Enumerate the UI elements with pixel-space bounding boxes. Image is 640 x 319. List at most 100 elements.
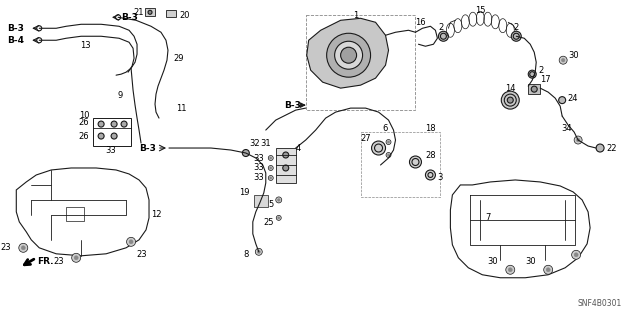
Text: 31: 31 (260, 138, 271, 147)
Circle shape (387, 154, 390, 156)
Text: 1: 1 (353, 11, 358, 20)
Circle shape (111, 121, 117, 127)
Text: 29: 29 (173, 54, 184, 63)
Circle shape (577, 138, 580, 142)
Text: 33: 33 (253, 163, 264, 173)
Text: 6: 6 (383, 123, 388, 133)
Circle shape (269, 167, 272, 169)
Circle shape (268, 166, 273, 170)
Circle shape (276, 197, 282, 203)
Text: B-4: B-4 (7, 36, 24, 45)
Circle shape (257, 250, 260, 253)
Text: 19: 19 (239, 189, 250, 197)
Bar (528, 84, 540, 94)
Text: 7: 7 (485, 213, 490, 222)
Text: 12: 12 (151, 211, 161, 219)
Circle shape (501, 91, 519, 109)
Circle shape (544, 265, 553, 274)
Circle shape (528, 70, 536, 78)
Text: 25: 25 (263, 219, 274, 227)
Text: 32: 32 (249, 138, 259, 147)
Text: SNF4B0301: SNF4B0301 (578, 299, 622, 308)
Circle shape (531, 86, 537, 92)
Bar (254, 195, 268, 207)
Circle shape (283, 152, 289, 158)
Circle shape (386, 152, 391, 158)
Text: 16: 16 (415, 18, 426, 27)
Circle shape (508, 97, 513, 103)
Text: 10: 10 (79, 111, 89, 120)
Circle shape (561, 58, 565, 62)
Text: 23: 23 (1, 243, 12, 252)
Circle shape (98, 133, 104, 139)
Text: 24: 24 (567, 94, 578, 103)
Text: 30: 30 (488, 257, 499, 266)
Text: 20: 20 (179, 11, 189, 20)
Bar (66, 207, 84, 221)
Text: B-3: B-3 (139, 144, 156, 152)
Text: 26: 26 (79, 118, 89, 127)
Text: 33: 33 (253, 174, 264, 182)
Text: B-3: B-3 (121, 13, 138, 22)
Circle shape (559, 97, 566, 104)
Bar (93, 118, 131, 146)
Circle shape (72, 253, 81, 262)
Text: 33: 33 (253, 153, 264, 162)
Circle shape (335, 41, 363, 69)
Text: 30: 30 (525, 257, 536, 266)
Circle shape (19, 243, 28, 252)
Circle shape (546, 268, 550, 272)
Text: 27: 27 (360, 134, 371, 143)
Text: 28: 28 (426, 151, 436, 160)
Text: 34: 34 (561, 123, 572, 133)
Circle shape (148, 10, 152, 14)
Circle shape (340, 47, 356, 63)
Text: 23: 23 (136, 250, 147, 259)
Text: 30: 30 (568, 51, 579, 60)
Circle shape (278, 217, 280, 219)
Text: 2: 2 (538, 66, 543, 75)
Circle shape (572, 250, 580, 259)
Circle shape (386, 139, 391, 145)
Text: 26: 26 (79, 131, 89, 141)
Circle shape (255, 248, 262, 255)
Circle shape (243, 150, 250, 157)
Text: 17: 17 (540, 75, 551, 84)
Circle shape (276, 215, 281, 220)
Circle shape (269, 157, 272, 159)
Circle shape (511, 31, 521, 41)
Text: 9: 9 (118, 91, 123, 100)
Circle shape (326, 33, 371, 77)
Circle shape (508, 268, 512, 272)
Text: 33: 33 (106, 145, 116, 154)
Circle shape (98, 121, 104, 127)
Text: 4: 4 (296, 144, 301, 152)
Circle shape (268, 175, 273, 181)
Text: 23: 23 (54, 257, 64, 266)
Circle shape (438, 31, 449, 41)
Circle shape (269, 177, 272, 179)
Text: 14: 14 (505, 84, 515, 93)
Text: 2: 2 (514, 23, 519, 32)
Circle shape (268, 155, 273, 160)
Circle shape (372, 141, 385, 155)
Text: 3: 3 (437, 174, 443, 182)
Text: 22: 22 (606, 144, 616, 152)
Text: 8: 8 (243, 250, 249, 259)
Text: 2: 2 (439, 23, 444, 32)
Circle shape (111, 133, 117, 139)
Text: B-3: B-3 (284, 100, 301, 110)
Circle shape (121, 121, 127, 127)
Circle shape (127, 237, 136, 246)
Text: 21: 21 (134, 8, 144, 17)
Text: 13: 13 (81, 41, 91, 50)
Bar (306, 15, 415, 110)
Circle shape (574, 253, 578, 257)
Bar (145, 8, 155, 16)
Text: B-3: B-3 (8, 24, 24, 33)
Circle shape (277, 198, 280, 201)
Text: FR.: FR. (37, 257, 54, 266)
Bar (276, 148, 296, 183)
Text: 15: 15 (475, 6, 486, 15)
Circle shape (74, 256, 78, 260)
